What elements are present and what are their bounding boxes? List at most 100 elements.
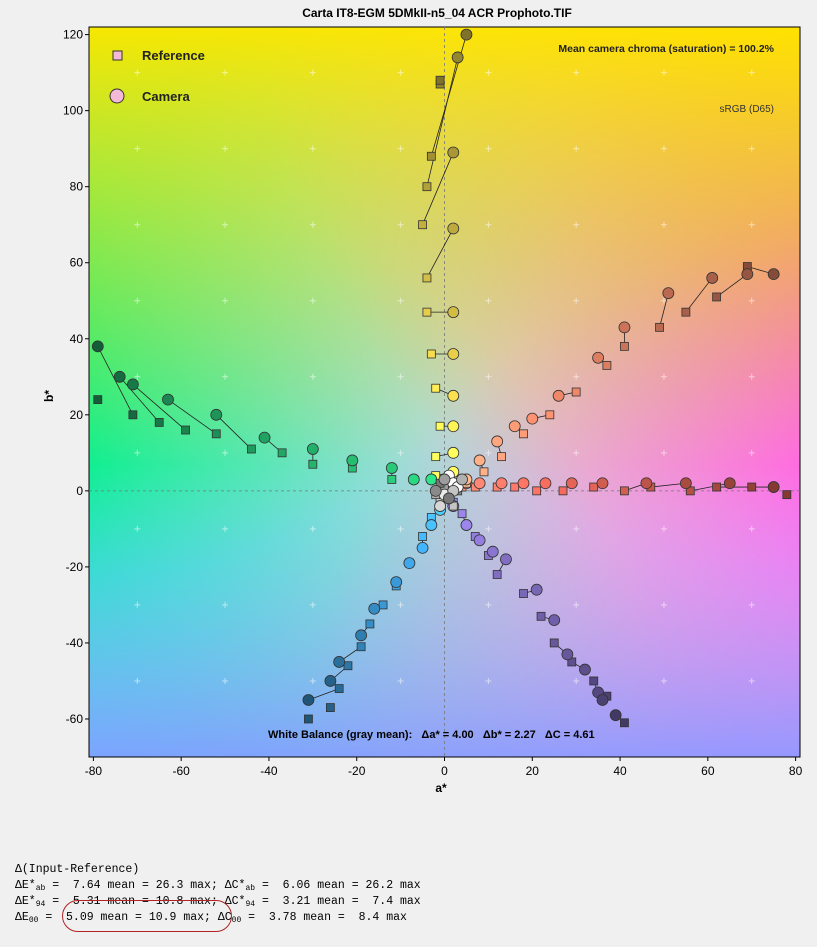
reference-point xyxy=(387,475,397,484)
y-tick-label: 0 xyxy=(76,484,83,498)
camera-point xyxy=(579,663,591,676)
reference-point xyxy=(782,490,792,500)
grid-cross xyxy=(748,449,755,456)
grid-cross xyxy=(222,69,229,76)
camera-point xyxy=(438,473,451,486)
camera-point xyxy=(368,602,381,615)
series-orange xyxy=(460,262,780,488)
grid-cross xyxy=(573,601,580,608)
x-tick-label: 60 xyxy=(701,764,715,778)
camera-point xyxy=(425,519,438,531)
y-tick-label: 100 xyxy=(63,104,83,118)
grid-cross xyxy=(309,601,316,608)
reference-point xyxy=(356,642,366,652)
camera-point xyxy=(460,519,473,531)
grid-cross xyxy=(660,525,667,532)
reference-point xyxy=(426,151,436,161)
camera-point xyxy=(741,268,754,281)
grid-cross xyxy=(309,677,316,684)
grid-cross xyxy=(573,221,580,228)
reference-point xyxy=(277,448,287,458)
x-tick-label: -60 xyxy=(172,764,190,778)
reference-point xyxy=(532,486,542,496)
reference-point xyxy=(681,307,691,317)
grid-cross xyxy=(573,373,580,380)
stats-row-ab: ΔE*ab = 7.64 mean = 26.3 max; ΔC*ab = 6.… xyxy=(15,879,421,893)
color-error-chart: Carta IT8-EGM 5DMkII-n5_04 ACR Prophoto.… xyxy=(42,6,803,795)
grid-cross xyxy=(660,677,667,684)
camera-point xyxy=(407,473,420,486)
grid-cross xyxy=(397,601,404,608)
data-layer xyxy=(91,28,792,728)
error-line xyxy=(215,414,252,450)
reference-point xyxy=(549,638,559,648)
legend-camera-marker xyxy=(109,88,125,104)
grid-cross xyxy=(397,449,404,456)
x-tick-label: 0 xyxy=(441,764,448,778)
camera-point xyxy=(561,648,574,661)
grid-cross xyxy=(573,297,580,304)
reference-point xyxy=(558,486,568,496)
colorspace-annotation: sRGB (D65) xyxy=(720,104,774,115)
reference-point xyxy=(418,220,427,230)
camera-point xyxy=(258,431,271,444)
grid-cross xyxy=(134,69,141,76)
grid-cross xyxy=(397,373,404,380)
camera-point xyxy=(596,477,609,490)
grid-cross xyxy=(485,449,492,456)
grid-cross xyxy=(397,145,404,152)
error-line xyxy=(690,482,730,492)
white-balance-annotation: White Balance (gray mean): Δa* = 4.00 Δb… xyxy=(268,729,595,741)
y-axis-label: b* xyxy=(42,390,56,402)
camera-point xyxy=(451,51,464,64)
grid-cross xyxy=(748,69,755,76)
reference-point xyxy=(422,307,432,317)
grid-cross xyxy=(134,677,141,684)
camera-point xyxy=(508,420,521,433)
camera-point xyxy=(679,477,692,490)
camera-point xyxy=(416,541,429,554)
camera-point xyxy=(552,389,565,402)
reference-point xyxy=(712,482,722,492)
camera-point xyxy=(306,443,319,455)
error-line xyxy=(167,399,217,435)
camera-point xyxy=(302,694,315,706)
grid-cross xyxy=(660,145,667,152)
x-tick-label: -20 xyxy=(348,764,366,778)
camera-point xyxy=(113,370,126,383)
y-tick-label: -60 xyxy=(66,712,84,726)
series-green xyxy=(91,340,438,486)
camera-point xyxy=(355,629,368,642)
camera-point xyxy=(162,393,174,406)
reference-point xyxy=(211,429,221,439)
reference-point xyxy=(589,482,599,492)
camera-point xyxy=(425,473,438,486)
chart-title: Carta IT8-EGM 5DMkII-n5_04 ACR Prophoto.… xyxy=(302,6,572,20)
reference-point xyxy=(457,509,467,519)
reference-point xyxy=(435,421,445,431)
grid-cross xyxy=(222,677,229,684)
grid-cross xyxy=(748,677,755,684)
grid-cross xyxy=(485,145,492,152)
reference-point xyxy=(712,292,722,302)
legend-camera-label: Camera xyxy=(142,89,190,104)
camera-point xyxy=(767,268,780,281)
reference-point xyxy=(308,459,318,469)
grid-cross xyxy=(485,373,492,380)
grid-cross xyxy=(134,297,141,304)
grid-cross xyxy=(748,297,755,304)
grid-cross xyxy=(485,297,492,304)
camera-point xyxy=(447,306,460,319)
grid-cross xyxy=(485,221,492,228)
grid-cross xyxy=(573,677,580,684)
camera-point xyxy=(723,477,736,490)
grid-cross xyxy=(485,525,492,532)
grid-cross xyxy=(222,297,229,304)
camera-point xyxy=(333,656,346,668)
grid-cross xyxy=(748,525,755,532)
x-tick-label: 20 xyxy=(526,764,540,778)
grid-cross xyxy=(222,449,229,456)
camera-point xyxy=(447,222,460,235)
grid-cross xyxy=(134,449,141,456)
camera-point xyxy=(491,435,504,448)
